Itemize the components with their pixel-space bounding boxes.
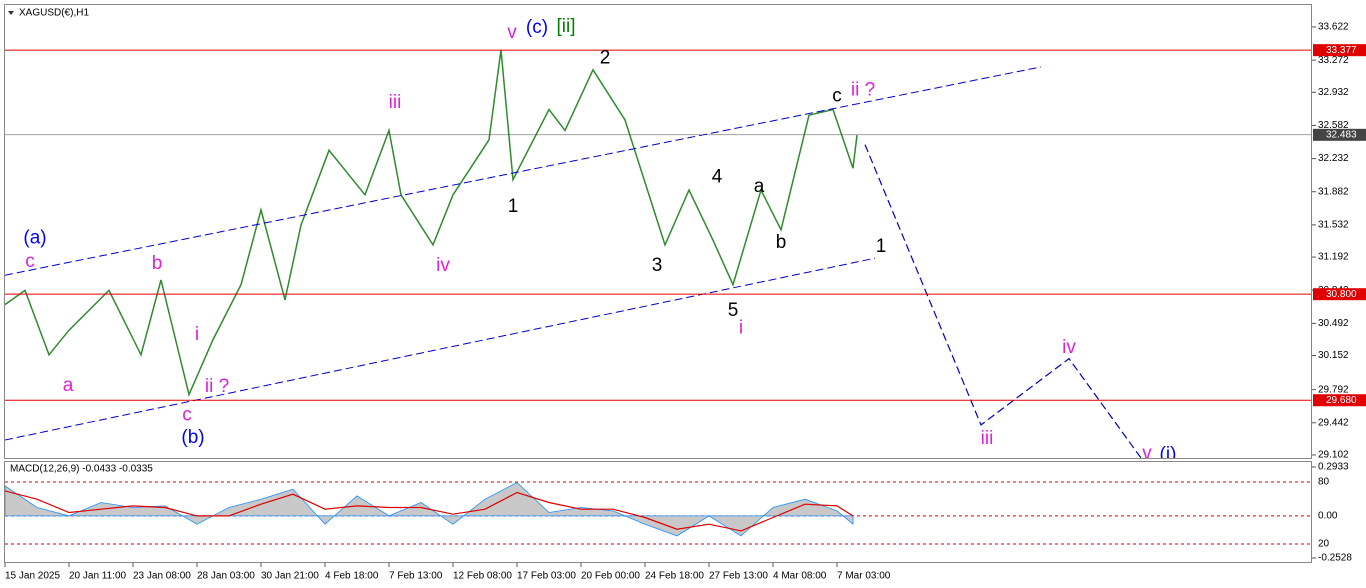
wave-label: a xyxy=(63,375,74,396)
y-tick-label: 29.102 xyxy=(1318,450,1349,461)
y-tick-label: 32.582 xyxy=(1318,120,1349,131)
wave-label: 4 xyxy=(712,167,723,188)
wave-label: c xyxy=(25,251,35,272)
menu-triangle[interactable] xyxy=(8,11,14,15)
wave-label: v xyxy=(507,22,517,43)
y-tick-label: 31.532 xyxy=(1318,220,1349,231)
y-tick-label: 20 xyxy=(1318,539,1330,550)
wave-label: b xyxy=(776,232,787,253)
wave-label: ii ? xyxy=(205,376,229,397)
wave-label: 5 xyxy=(728,300,739,321)
wave-label: i xyxy=(739,317,743,338)
wave-label: (b) xyxy=(181,427,204,448)
level-tag xyxy=(1313,44,1366,57)
wave-line xyxy=(5,257,876,441)
wave-label: iv xyxy=(1062,337,1076,358)
level-label: 30.800 xyxy=(1326,289,1357,300)
level-label: 32.483 xyxy=(1326,129,1357,140)
macd-title: MACD(12,26,9) -0.0433 -0.0335 xyxy=(10,464,153,475)
x-tick-label: 30 Jan 21:00 xyxy=(261,571,319,582)
y-tick-label: 29.792 xyxy=(1318,384,1349,395)
wave-label: iii xyxy=(981,428,994,449)
x-tick-label: 4 Feb 18:00 xyxy=(325,571,379,582)
y-tick-label: 29.442 xyxy=(1318,417,1349,428)
y-tick-label: 30.492 xyxy=(1318,318,1349,329)
x-tick-label: 15 Jan 2025 xyxy=(5,571,60,582)
macd-plot xyxy=(5,481,1311,545)
y-tick-label: 33.622 xyxy=(1318,22,1349,33)
wave-line xyxy=(864,144,1142,458)
y-tick-label: 0.00 xyxy=(1318,511,1338,522)
wave-label: ii ? xyxy=(851,80,875,101)
wave-label: a xyxy=(754,176,765,197)
x-tick-label: 17 Feb 03:00 xyxy=(517,571,576,582)
y-tick-label: 32.932 xyxy=(1318,87,1349,98)
y-tick-label: 31.192 xyxy=(1318,252,1349,263)
wave-label: 2 xyxy=(600,47,611,68)
x-tick-label: 20 Jan 11:00 xyxy=(69,571,127,582)
y-tick-label: 33.272 xyxy=(1318,55,1349,66)
wave-label: 1 xyxy=(876,236,887,257)
x-tick-label: 23 Jan 08:00 xyxy=(133,571,191,582)
wave-label: c xyxy=(182,404,192,425)
wave-label: 3 xyxy=(652,255,663,276)
y-tick-label: 80 xyxy=(1318,477,1330,488)
y-tick-label: 32.232 xyxy=(1318,153,1349,164)
wave-label: (i) xyxy=(1160,444,1177,465)
wave-label: b xyxy=(152,253,163,274)
x-tick-label: 24 Feb 18:00 xyxy=(645,571,704,582)
x-tick-label: 7 Mar 03:00 xyxy=(837,571,891,582)
price-frame xyxy=(4,4,1312,459)
x-tick-label: 12 Feb 08:00 xyxy=(453,571,512,582)
x-tick-label: 28 Jan 03:00 xyxy=(197,571,255,582)
price-line xyxy=(5,49,858,397)
level-tag xyxy=(1313,394,1366,407)
y-tick-label: -0.2528 xyxy=(1318,553,1352,564)
wave-label: c xyxy=(832,85,842,106)
level-tag xyxy=(1313,128,1366,141)
x-tick-label: 4 Mar 08:00 xyxy=(773,571,827,582)
macd-frame xyxy=(4,461,1312,563)
level-tag xyxy=(1313,288,1366,301)
x-tick-label: 20 Feb 00:00 xyxy=(581,571,640,582)
wave-line xyxy=(5,66,1042,276)
wave-label: i xyxy=(195,324,199,345)
y-tick-label: 31.882 xyxy=(1318,186,1349,197)
level-label: 33.377 xyxy=(1326,45,1357,56)
wave-label: (c) xyxy=(526,17,548,38)
x-tick-label: 7 Feb 13:00 xyxy=(389,571,443,582)
wave-label: iv xyxy=(436,255,450,276)
y-tick-label: 30.152 xyxy=(1318,350,1349,361)
chart-title: XAGUSD(€),H1 xyxy=(19,8,89,19)
wave-label: [ii] xyxy=(557,16,576,37)
wave-label: 1 xyxy=(508,196,519,217)
macd-signal xyxy=(5,490,854,532)
y-tick-label: 0.2933 xyxy=(1318,462,1349,473)
x-tick-label: 27 Feb 13:00 xyxy=(709,571,768,582)
level-label: 29.680 xyxy=(1326,395,1357,406)
wave-label: iii xyxy=(389,92,402,113)
wave-label: (a) xyxy=(23,227,46,248)
wave-label: v xyxy=(1142,443,1152,464)
